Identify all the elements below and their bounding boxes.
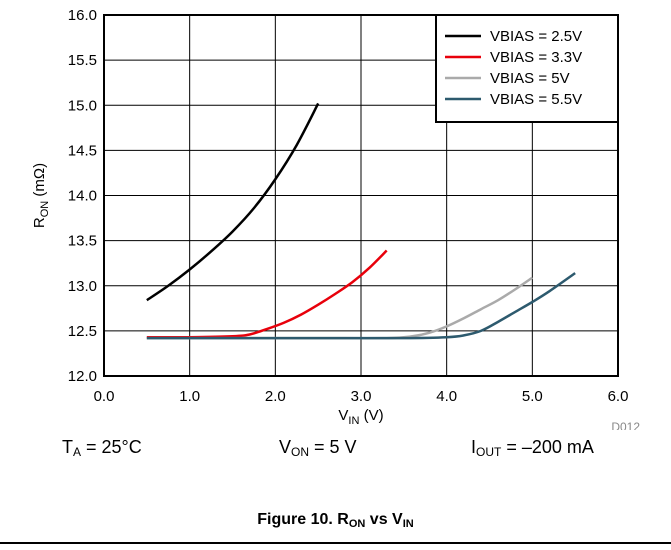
condition-ta-main: T [62, 437, 73, 457]
condition-iout-main: I [471, 437, 477, 457]
legend-label: VBIAS = 5.5V [490, 91, 582, 108]
legend-label: VBIAS = 5V [490, 70, 570, 87]
y-tick-label: 14.0 [68, 188, 97, 205]
y-tick-label: 15.5 [68, 52, 97, 69]
condition-iout-sub: OUT [476, 445, 502, 459]
y-axis-label-main: R [31, 217, 48, 228]
y-tick-label: 12.5 [68, 323, 97, 340]
x-tick-label: 5.0 [522, 388, 543, 405]
caption-prefix: Figure 10. R [257, 511, 349, 528]
y-axis-label: RON (mΩ) [31, 163, 51, 228]
condition-ta-sub: A [73, 445, 82, 459]
figure-caption: Figure 10. RON vs VIN [0, 511, 671, 530]
x-tick-label: 1.0 [179, 388, 200, 405]
y-tick-label: 15.0 [68, 97, 97, 114]
legend-box [435, 14, 619, 123]
series-layer [146, 102, 576, 340]
condition-von-rest: = 5 V [309, 437, 357, 457]
chart: 0.0 1.0 2.0 3.0 4.0 5.0 6.0 12.0 12.5 13.0 13.5 14.… [31, 7, 640, 430]
series-line-4 [146, 272, 576, 340]
legend-label: VBIAS = 2.5V [490, 28, 582, 45]
y-tick-label: 13.0 [68, 278, 97, 295]
y-axis-label-unit: (mΩ) [31, 163, 48, 201]
series-line-1 [146, 102, 320, 302]
series-line-2 [146, 249, 388, 339]
x-axis-label-main: V [338, 407, 348, 424]
condition-von-main: V [279, 437, 292, 457]
x-axis-label-sub: IN [348, 415, 359, 427]
x-tick-label: 2.0 [265, 388, 286, 405]
x-axis-label: VIN (V) [338, 407, 383, 427]
plot-frame [103, 14, 619, 377]
y-tick-label: 12.0 [68, 368, 97, 385]
tick-labels: 0.0 1.0 2.0 3.0 4.0 5.0 6.0 12.0 12.5 13.0 13.5 14.… [68, 7, 629, 405]
figure-id: D012 [611, 420, 640, 430]
condition-iout-rest: = –200 mA [501, 437, 594, 457]
condition-ta: TA = 25°C [62, 437, 142, 459]
condition-von-sub: ON [291, 445, 310, 459]
legend-label: VBIAS = 3.3V [490, 49, 582, 66]
x-tick-label: 3.0 [351, 388, 372, 405]
series-line-3 [146, 276, 534, 340]
x-axis-label-unit: (V) [359, 407, 383, 424]
x-tick-label: 4.0 [436, 388, 457, 405]
caption-sub-in: IN [402, 518, 414, 530]
caption-sub-on: ON [348, 518, 366, 530]
bottom-rule [0, 542, 671, 544]
y-tick-label: 16.0 [68, 7, 97, 24]
x-tick-label: 0.0 [94, 388, 115, 405]
condition-ta-rest: = 25°C [81, 437, 142, 457]
legend: VBIAS = 2.5V VBIAS = 3.3V VBIAS = 5V VBIAS … [435, 14, 619, 123]
caption-mid: vs V [365, 511, 403, 528]
x-tick-label: 6.0 [608, 388, 629, 405]
y-tick-label: 13.5 [68, 233, 97, 250]
condition-von: VON = 5 V [279, 437, 357, 459]
y-tick-label: 14.5 [68, 142, 97, 159]
condition-iout: IOUT = –200 mA [471, 437, 594, 459]
y-axis-label-sub: ON [39, 201, 51, 218]
